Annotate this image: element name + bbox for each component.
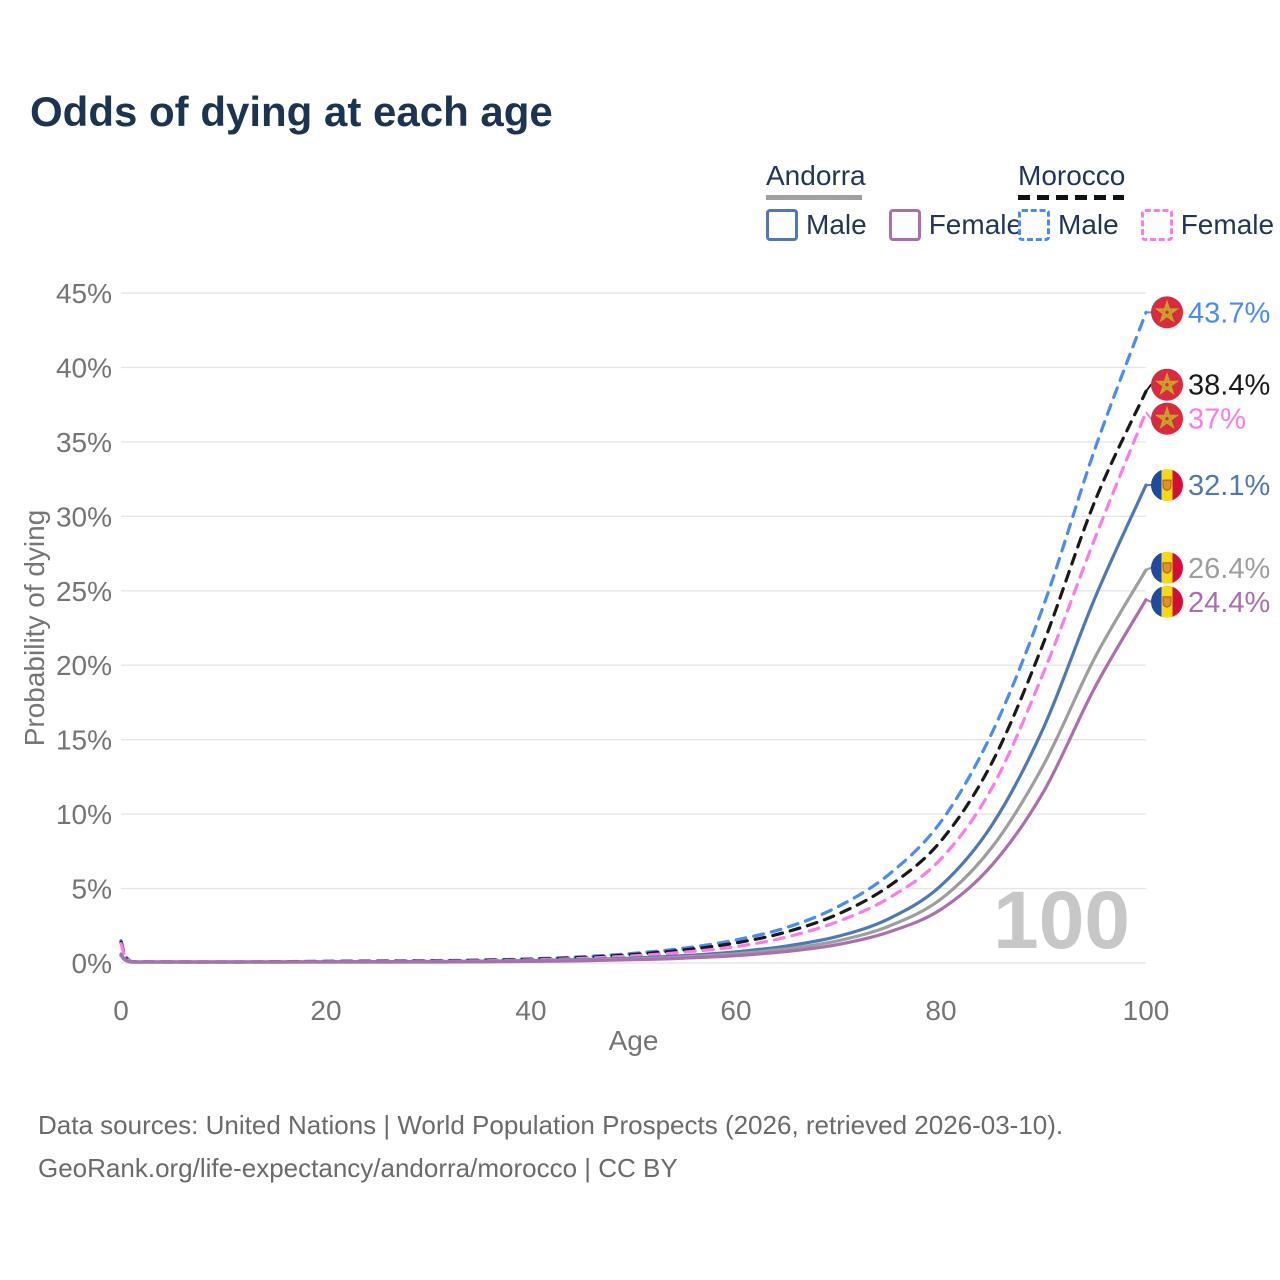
x-tick-60: 60 (720, 995, 751, 1026)
andorra-flag-icon (1151, 585, 1183, 618)
morocco-female-label: Female (1180, 209, 1275, 240)
andorra-female-checkbox[interactable] (888, 209, 921, 241)
series-line-morocco-female (119, 410, 1148, 964)
y-tick-5: 5% (72, 874, 112, 905)
andorra-female-label: Female (928, 209, 1023, 240)
x-tick-20: 20 (310, 995, 341, 1026)
andorra-flag-icon (1151, 469, 1183, 502)
end-value-label-andorra: 26.4% (1188, 553, 1270, 585)
y-tick-20: 20% (56, 650, 112, 681)
andorra-flag-icon (1151, 551, 1183, 584)
morocco-male-label: Male (1058, 209, 1119, 240)
chart-legend: Andorra Male Female Morocco Male Female (0, 160, 1280, 250)
morocco-line-style-swatch (1018, 195, 1124, 200)
legend-item-morocco-female[interactable]: Female (1140, 209, 1275, 241)
morocco-flag-icon (1151, 368, 1183, 401)
morocco-flag-icon (1151, 402, 1183, 435)
legend-item-morocco-male[interactable]: Male (1018, 209, 1119, 241)
data-sources-line2[interactable]: GeoRank.org/life-expectancy/andorra/moro… (38, 1153, 678, 1183)
morocco-flag-icon (1151, 296, 1183, 329)
y-tick-10: 10% (56, 799, 112, 830)
series-line-morocco (119, 389, 1148, 964)
end-value-label-andorra-male: 32.1% (1188, 470, 1270, 502)
legend-country-morocco[interactable]: Morocco (1018, 160, 1126, 191)
x-tick-80: 80 (925, 995, 956, 1026)
legend-country-andorra[interactable]: Andorra (766, 160, 866, 191)
morocco-male-checkbox[interactable] (1018, 209, 1050, 241)
y-tick-15: 15% (56, 725, 112, 756)
end-value-label-andorra-female: 24.4% (1188, 587, 1270, 619)
end-value-label-morocco-male: 43.7% (1188, 297, 1270, 329)
y-tick-35: 35% (56, 427, 112, 458)
y-tick-0: 0% (72, 948, 112, 979)
y-axis-title: Probability of dying (19, 510, 50, 747)
end-value-label-morocco: 38.4% (1188, 370, 1270, 402)
y-tick-25: 25% (56, 576, 112, 607)
y-tick-45: 45% (56, 278, 112, 309)
y-tick-40: 40% (56, 352, 112, 383)
x-tick-0: 0 (113, 995, 129, 1026)
legend-group-morocco: Morocco Male Female (1018, 160, 1274, 241)
page-title: Odds of dying at each age (30, 88, 553, 135)
data-sources-line1: Data sources: United Nations | World Pop… (38, 1110, 1064, 1140)
legend-group-andorra: Andorra Male Female (766, 160, 1022, 241)
x-axis-title: Age (609, 1025, 659, 1056)
x-tick-40: 40 (515, 995, 546, 1026)
andorra-male-label: Male (806, 209, 867, 240)
end-value-label-morocco-female: 37% (1188, 404, 1246, 436)
legend-item-andorra-male[interactable]: Male (766, 209, 867, 241)
andorra-line-style-swatch (766, 195, 862, 200)
andorra-male-checkbox[interactable] (766, 209, 798, 241)
age-watermark: 100 (993, 875, 1130, 966)
legend-item-andorra-female[interactable]: Female (888, 209, 1023, 241)
data-sources: Data sources: United Nations | World Pop… (38, 1104, 1063, 1190)
morocco-female-checkbox[interactable] (1140, 209, 1173, 241)
x-tick-100: 100 (1123, 995, 1170, 1026)
series-line-andorra-female (119, 598, 1148, 964)
y-tick-30: 30% (56, 501, 112, 532)
